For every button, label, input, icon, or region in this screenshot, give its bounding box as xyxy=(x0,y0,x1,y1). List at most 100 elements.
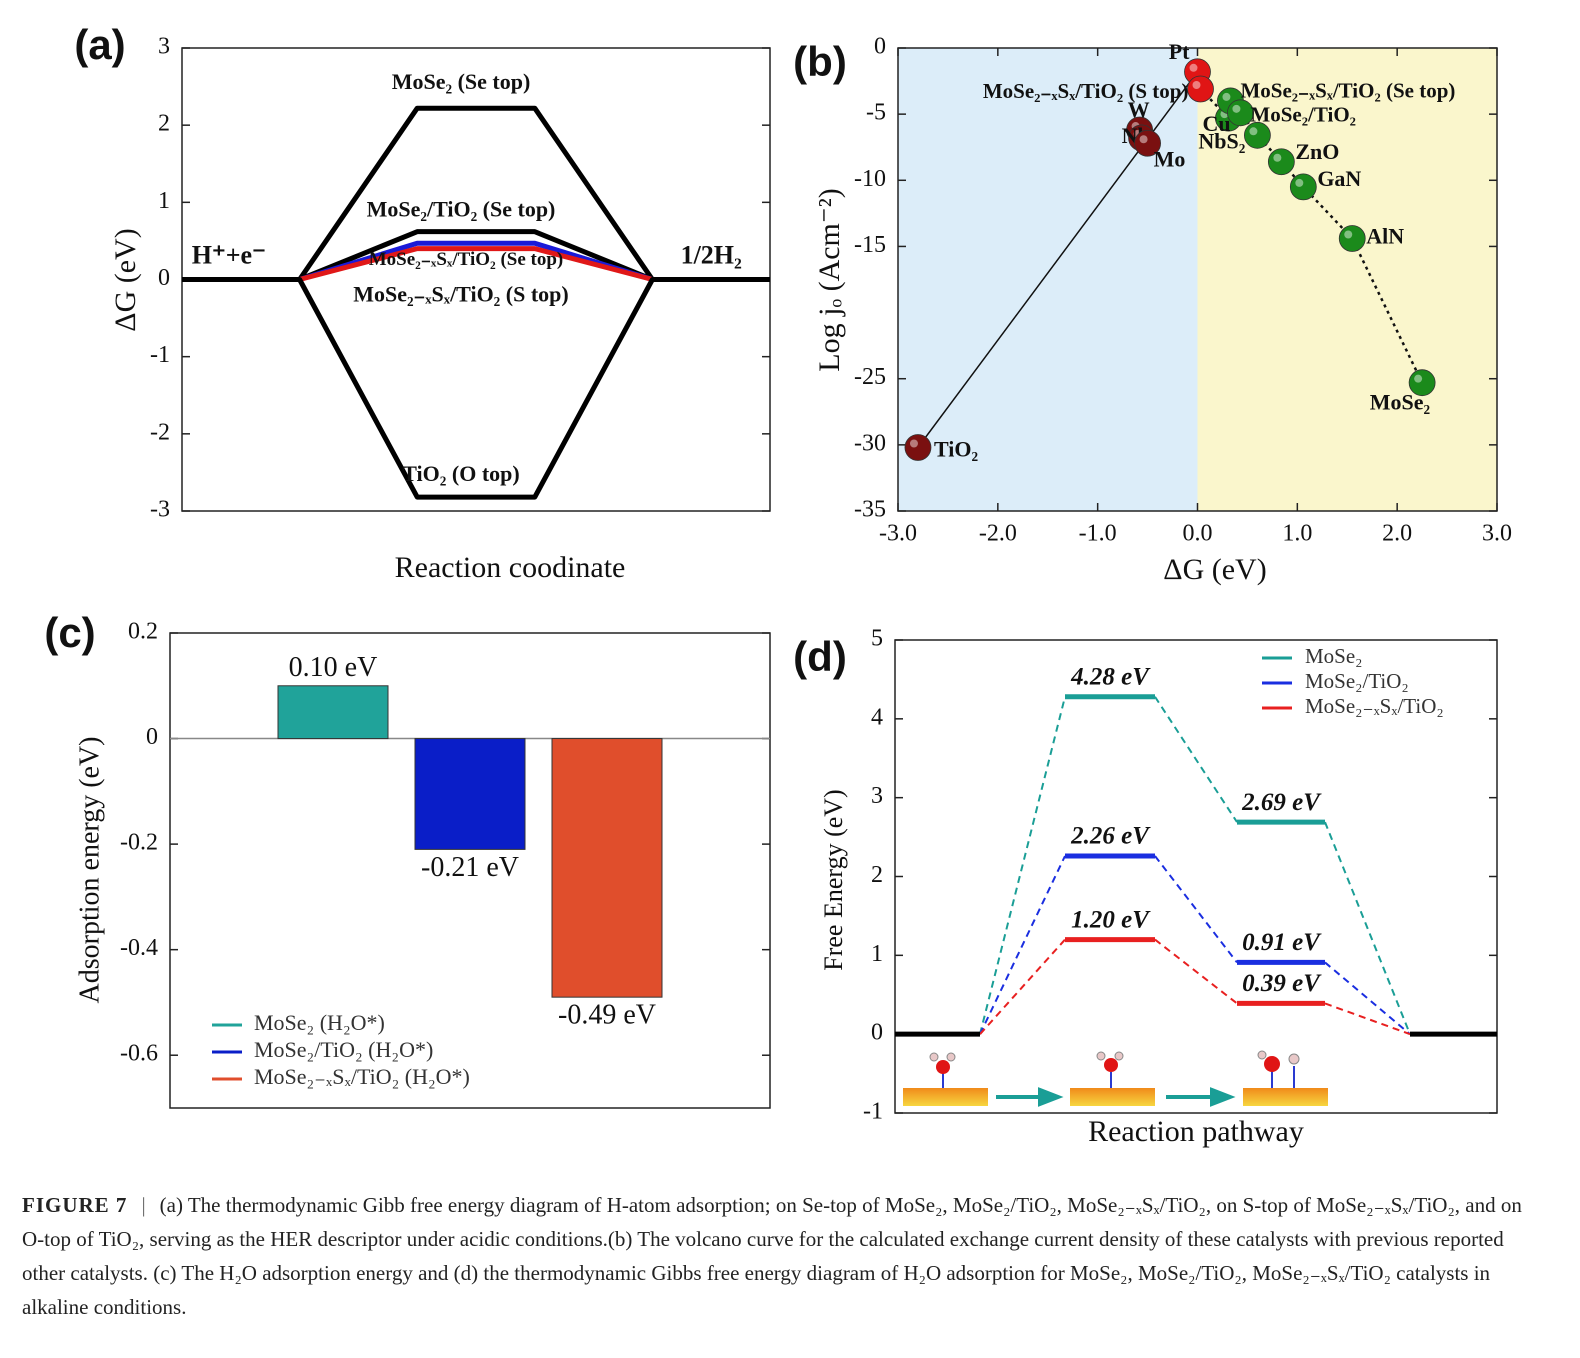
point xyxy=(1134,129,1161,157)
point xyxy=(1338,225,1366,252)
point-label: Mo xyxy=(1154,146,1186,171)
point-label: MoSe₂ xyxy=(1370,390,1431,415)
legend-label: MoSe₂/TiO₂ (H₂O*) xyxy=(254,1037,433,1062)
panel: (a) ΔG (eV) Reaction coodinate -3 -2 -1 0 1 2 3 Mo… xyxy=(74,21,771,584)
connector xyxy=(979,855,1411,1035)
separator: | xyxy=(141,1193,146,1217)
point-highlight xyxy=(1189,63,1198,72)
atom xyxy=(1264,1056,1280,1072)
level-label: MoSe₂/TiO₂ (Se top) xyxy=(367,197,556,222)
slab xyxy=(1243,1088,1328,1106)
caption: FIGURE 7 | (a) The thermodynamic Gibb free… xyxy=(22,1188,1537,1324)
point xyxy=(1227,99,1254,127)
energy-level xyxy=(182,277,770,500)
atom xyxy=(929,1052,939,1062)
y-tick-label: -2 xyxy=(150,419,170,445)
x-axis-label: Reaction pathway xyxy=(1088,1115,1304,1148)
value-label: 2.69 eV xyxy=(1241,789,1322,816)
y-tick-label: 3 xyxy=(158,34,170,60)
slab xyxy=(1070,1088,1155,1106)
y-tick-label: 0 xyxy=(158,265,170,291)
bar xyxy=(414,738,526,850)
x-axis-label: Reaction coodinate xyxy=(395,551,626,584)
legend-label: MoSe₂/TiO₂ xyxy=(1305,669,1409,693)
point xyxy=(1244,121,1271,149)
panel: (b) Log jₒ (Acm⁻²) ΔG (eV) 0 -5 -10 -15 -25 -30 -… xyxy=(793,34,1512,586)
y-tick-label: 0 xyxy=(871,1020,883,1046)
y-tick-label: 5 xyxy=(871,626,883,652)
bar xyxy=(277,685,389,740)
atom xyxy=(946,1052,956,1062)
point-label: MoSe₂₋ₓSₓ/TiO₂ (S top) xyxy=(983,79,1189,103)
y-tick-label: 0 xyxy=(146,724,158,750)
y-axis-label: ΔG (eV) xyxy=(109,228,142,331)
slab xyxy=(903,1088,988,1106)
y-axis-label: Adsorption energy (eV) xyxy=(74,737,105,1004)
y-tick-label: -0.4 xyxy=(120,935,158,961)
y-tick-label: 2 xyxy=(158,111,170,137)
point-highlight xyxy=(1139,135,1148,144)
y-tick-label: 0.2 xyxy=(128,619,158,645)
caption-text: (a) The thermodynamic Gibb free energy d… xyxy=(22,1193,1522,1319)
atom xyxy=(936,1060,950,1074)
point-highlight xyxy=(1192,81,1201,90)
legend-label: MoSe₂ (H₂O*) xyxy=(254,1010,385,1035)
legend-label: MoSe₂₋ₓSₓ/TiO₂ xyxy=(1305,694,1444,718)
y-tick-label: 4 xyxy=(871,704,883,730)
plot-frame xyxy=(169,632,771,1109)
value-label: 1.20 eV xyxy=(1071,906,1151,933)
arrow xyxy=(996,1087,1064,1107)
annotation: H⁺+e⁻ xyxy=(192,240,266,269)
point-highlight xyxy=(1232,104,1241,113)
point xyxy=(904,434,932,461)
panel: (d) Free Energy (eV) Reaction pathway -1 0 1 2… xyxy=(793,626,1498,1148)
y-tick-label: 2 xyxy=(871,862,883,888)
point-label: MoSe₂₋ₓSₓ/TiO₂ (Se top) xyxy=(1240,79,1455,103)
value-label: -0.49 eV xyxy=(558,1000,656,1031)
atom xyxy=(1288,1053,1300,1065)
x-tick-label: -1.0 xyxy=(1079,521,1117,547)
point-highlight xyxy=(909,439,918,448)
y-tick-label: -25 xyxy=(854,364,886,390)
x-tick-label: -2.0 xyxy=(979,521,1017,547)
y-tick-label: 3 xyxy=(871,783,883,809)
point-highlight xyxy=(1273,153,1282,162)
value-label: 4.28 eV xyxy=(1070,663,1151,690)
panel-label: (c) xyxy=(44,609,95,656)
legend-label: MoSe₂₋ₓSₓ/TiO₂ (H₂O*) xyxy=(254,1064,470,1089)
y-tick-label: -1 xyxy=(863,1099,883,1125)
legend-label: MoSe₂ xyxy=(1305,644,1363,668)
atom xyxy=(1096,1051,1106,1061)
value-label: 0.10 eV xyxy=(289,652,378,683)
level-label: MoSe₂ (Se top) xyxy=(392,69,531,94)
level-label: MoSe₂₋ₓSₓ/TiO₂ (Se top) xyxy=(369,249,564,270)
x-axis-label: ΔG (eV) xyxy=(1163,553,1266,586)
y-tick-label: -35 xyxy=(854,497,886,523)
y-tick-label: -0.2 xyxy=(120,830,158,856)
point-highlight xyxy=(1344,230,1353,239)
x-tick-label: 2.0 xyxy=(1382,521,1412,547)
connector xyxy=(979,696,1411,1035)
figure-label: FIGURE 7 xyxy=(22,1193,128,1217)
point-highlight xyxy=(1222,92,1231,101)
level-label: TiO₂ (O top) xyxy=(402,461,519,486)
point-label: MoSe₂/TiO₂ xyxy=(1250,103,1356,127)
atom xyxy=(1104,1058,1118,1072)
panel-label: (b) xyxy=(793,38,847,85)
panel-label: (d) xyxy=(793,633,847,680)
arrow xyxy=(1166,1087,1236,1107)
point xyxy=(1267,148,1295,176)
point-label: NbS₂ xyxy=(1198,128,1245,153)
value-label: 0.91 eV xyxy=(1242,929,1322,956)
y-tick-label: -5 xyxy=(866,100,886,126)
point-label: W xyxy=(1128,97,1150,122)
value-label: 2.26 eV xyxy=(1070,823,1151,850)
value-label: 0.39 eV xyxy=(1242,970,1322,997)
y-tick-label: 0 xyxy=(874,34,886,60)
point xyxy=(1187,75,1214,103)
point-label: Pt xyxy=(1169,39,1190,64)
atom xyxy=(1257,1050,1267,1060)
figure: (a)ΔG (eV)Reaction coodinate-3-2-10123Mo… xyxy=(44,21,1512,1148)
point-label: TiO₂ xyxy=(934,437,979,462)
